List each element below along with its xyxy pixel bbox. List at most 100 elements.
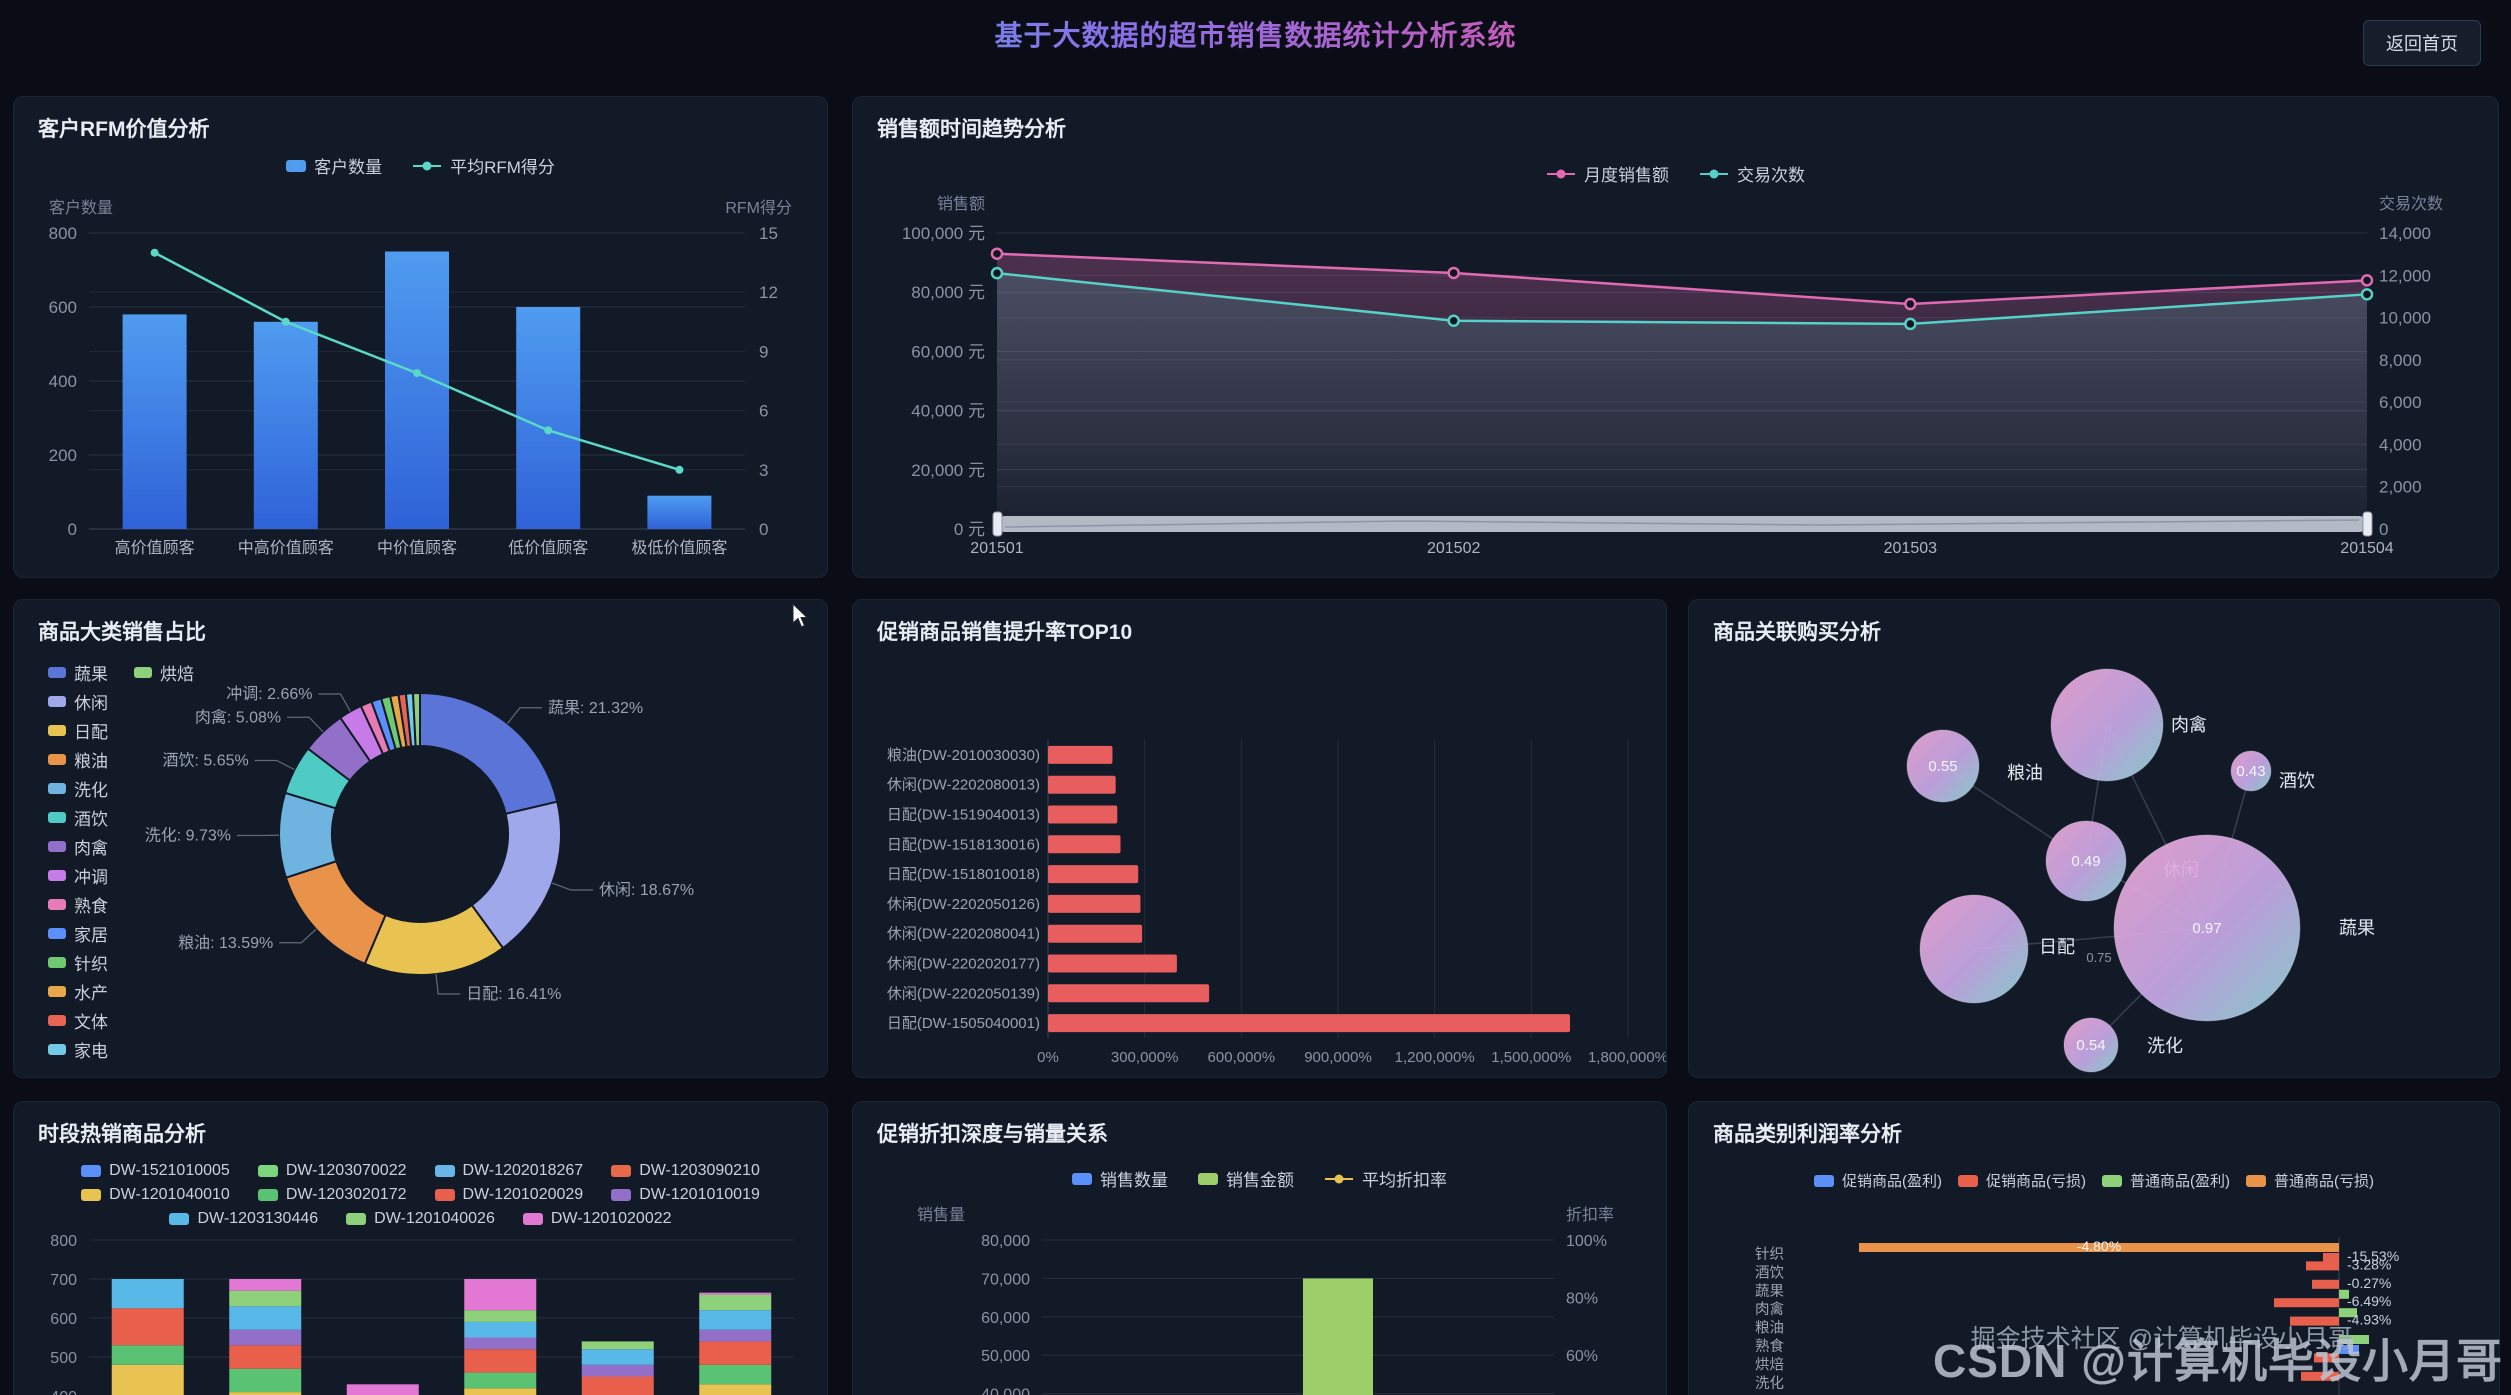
legend-label: DW-1201010019: [639, 1186, 760, 1203]
legend-swatch: [48, 986, 66, 997]
legend-swatch: [286, 159, 307, 172]
legend-item-DW-1203130446[interactable]: DW-1203130446: [169, 1210, 318, 1228]
legend-label: 针织: [74, 955, 108, 974]
bar-极低价值顾客: [647, 495, 712, 529]
legend-item-月度销售额[interactable]: 月度销售额: [1546, 161, 1669, 186]
legend-item-促销商品(盈利)[interactable]: 促销商品(盈利): [1814, 1170, 1942, 1191]
legend-item-酒饮[interactable]: 酒饮: [48, 803, 108, 832]
axis-label: 300,000%: [1111, 1049, 1179, 1066]
legend-item-日配[interactable]: 日配: [48, 716, 108, 745]
legend-item-洗化[interactable]: 洗化: [48, 774, 108, 803]
stack-seg-DW-1201020022: [229, 1279, 302, 1291]
bar-销售金额: [1303, 1278, 1373, 1395]
data-zoom-handle[interactable]: [2362, 511, 2373, 537]
pbar-肉禽-普通商品(盈利): [2339, 1308, 2357, 1318]
legend-swatch: [434, 1189, 455, 1201]
legend-item-DW-1521010005[interactable]: DW-1521010005: [81, 1162, 230, 1180]
legend-item-水产[interactable]: 水产: [48, 977, 108, 1006]
panel-hourly: 时段热销商品分析 DW-1521010005 DW-1203070022 DW-12…: [13, 1101, 828, 1395]
bubble-score: 0.43: [2236, 763, 2265, 780]
legend-item-DW-1203070022[interactable]: DW-1203070022: [257, 1162, 407, 1180]
data-zoom-slider[interactable]: [992, 511, 2373, 537]
axis-label: 900,000%: [1304, 1049, 1372, 1066]
line-marker: [1547, 169, 1575, 178]
top10-chart-canvas: 0% 300,000% 600,000% 900,000% 1,200,000% 1,50…: [887, 740, 1666, 1066]
pbar-酒饮-促销商品(亏损): [2306, 1261, 2339, 1271]
stack-seg-DW-1201020022: [699, 1292, 772, 1295]
profit-chart-canvas: 针织 -4.80% -15.53% 酒饮 -3.28% 蔬果 -0.27% 肉禽 -6.49% 粮…: [1755, 1237, 2399, 1395]
panel-top10-title: 促销商品销售提升率TOP10: [877, 621, 1133, 644]
panel-promo-top10: 促销商品销售提升率TOP10 0% 300,000% 600,000% 900,000…: [852, 599, 1667, 1078]
legend-item-平均折扣率[interactable]: 平均折扣率: [1324, 1166, 1447, 1191]
legend-item-蔬果[interactable]: 蔬果: [48, 658, 108, 687]
legend-item-DW-1201040026[interactable]: DW-1201040026: [346, 1210, 495, 1228]
stack-seg-DW-1201040010: [699, 1384, 772, 1395]
legend-item-DW-1202018267[interactable]: DW-1202018267: [434, 1162, 583, 1180]
stack-seg-DW-1201040010: [464, 1388, 537, 1395]
legend-item-家电[interactable]: 家电: [48, 1035, 108, 1064]
home-button[interactable]: 返回首页: [2363, 20, 2481, 66]
discount-legend: 销售数量 销售金额 平均折扣率: [853, 1166, 1666, 1191]
legend-item-销售金额[interactable]: 销售金额: [1198, 1166, 1294, 1191]
category-label: 休闲(DW-2202080013): [887, 777, 1040, 794]
legend-label: DW-1203070022: [285, 1162, 407, 1179]
legend-item-粮油[interactable]: 粮油: [48, 745, 108, 774]
category-label: 日配(DW-1518010018): [887, 866, 1040, 883]
share-chart: 蔬果: 21.32% 休闲: 18.67% 日配: 16.41% 粮油: 13.59%…: [14, 600, 827, 1077]
legend-item-针织[interactable]: 针织: [48, 948, 108, 977]
legend-item-冲调[interactable]: 冲调: [48, 861, 108, 890]
hbar-休闲(DW-2202050126): [1048, 894, 1141, 913]
axis-label: 800: [49, 224, 77, 243]
legend-item-DW-1203090210[interactable]: DW-1203090210: [611, 1162, 760, 1180]
legend-swatch: [48, 928, 66, 939]
pbar-针织-普通商品(亏损): [1859, 1243, 2339, 1252]
category-label: 休闲(DW-2202080041): [887, 926, 1040, 943]
legend-item-销售数量[interactable]: 销售数量: [1072, 1166, 1168, 1191]
legend-item-家居[interactable]: 家居: [48, 919, 108, 948]
category-label: 日配(DW-1519040013): [887, 807, 1040, 824]
legend-item-普通商品(亏损)[interactable]: 普通商品(亏损): [2246, 1170, 2374, 1191]
legend-item-DW-1201010019[interactable]: DW-1201010019: [611, 1186, 760, 1204]
stack-seg-DW-1201010019: [464, 1337, 537, 1350]
legend-label: 熟食: [74, 897, 108, 916]
bubble-label-酒饮: 酒饮: [2279, 771, 2315, 791]
category-label: 中高价值顾客: [238, 539, 334, 557]
legend-item-普通商品(盈利)[interactable]: 普通商品(盈利): [2102, 1170, 2230, 1191]
legend-item-DW-1203020172[interactable]: DW-1203020172: [257, 1186, 407, 1204]
data-zoom-handle[interactable]: [992, 511, 1003, 537]
rfm-legend: 客户数量 平均RFM得分: [14, 153, 827, 178]
legend-label: 烘焙: [160, 665, 194, 684]
category-label: 日配(DW-1505040001): [887, 1015, 1040, 1032]
stack-seg-DW-1203130446: [581, 1349, 654, 1365]
pie-label-蔬果: 蔬果: 21.32%: [548, 699, 643, 717]
legend-item-交易次数[interactable]: 交易次数: [1699, 161, 1805, 186]
legend-item-肉禽[interactable]: 肉禽: [48, 832, 108, 861]
legend-item-客户数量[interactable]: 客户数量: [286, 153, 382, 178]
right-axis-name: 交易次数: [2379, 195, 2443, 213]
stack-seg-DW-1201010019: [699, 1329, 772, 1342]
legend-item-DW-1201040010[interactable]: DW-1201040010: [81, 1186, 230, 1204]
legend-label: 交易次数: [1737, 166, 1805, 185]
legend-label: 蔬果: [74, 665, 108, 684]
legend-swatch: [257, 1165, 278, 1177]
pie-label-洗化: 洗化: 9.73%: [145, 826, 231, 844]
pbar-粮油-促销商品(亏损): [2290, 1316, 2339, 1326]
legend-item-文体[interactable]: 文体: [48, 1006, 108, 1035]
legend-item-烘焙[interactable]: 烘焙: [134, 658, 194, 687]
legend-item-DW-1201020022[interactable]: DW-1201020022: [522, 1210, 672, 1228]
legend-item-休闲[interactable]: 休闲: [48, 687, 108, 716]
axis-label: 0%: [1037, 1049, 1059, 1066]
stack-seg-DW-1201020022: [464, 1279, 537, 1311]
legend-swatch: [134, 667, 152, 678]
stack-seg-DW-1201020029: [111, 1308, 184, 1346]
stack-seg-DW-1201040026: [581, 1341, 654, 1350]
legend-item-平均RFM得分[interactable]: 平均RFM得分: [412, 153, 555, 178]
legend-item-DW-1201020029[interactable]: DW-1201020029: [434, 1186, 583, 1204]
pbar-烘焙-促销商品(亏损): [2314, 1353, 2339, 1363]
legend-item-促销商品(亏损)[interactable]: 促销商品(亏损): [1958, 1170, 2086, 1191]
legend-item-熟食[interactable]: 熟食: [48, 890, 108, 919]
pie-label-粮油: 粮油: 13.59%: [178, 934, 273, 952]
stack-seg-DW-1203020172: [111, 1345, 184, 1365]
